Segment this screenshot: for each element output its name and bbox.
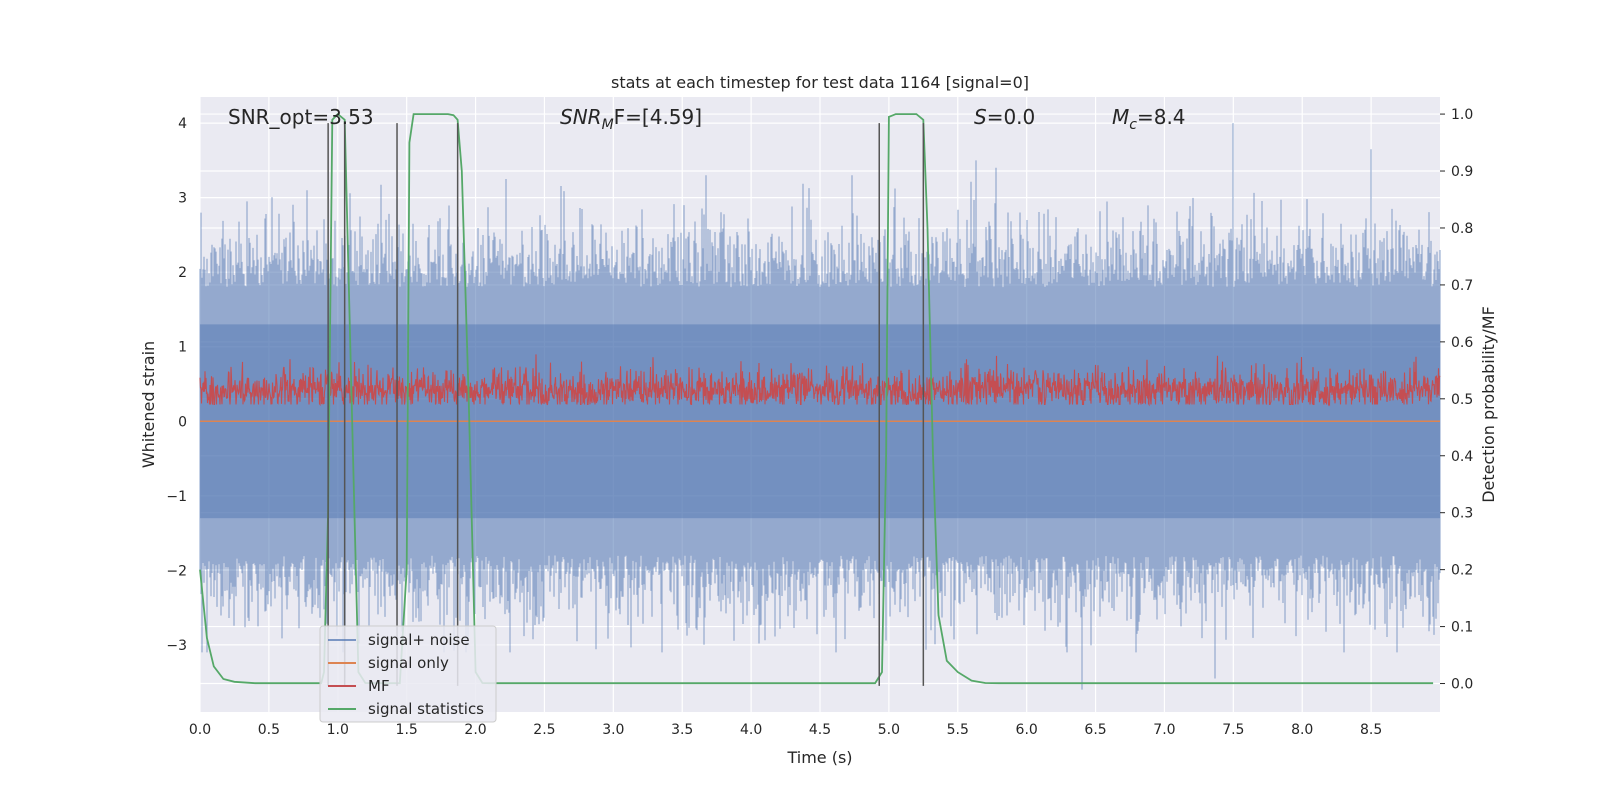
y-tick-label: 0 [178,414,187,430]
x-tick-label: 6.0 [1016,722,1038,738]
x-tick-label: 4.0 [740,722,762,738]
x-tick-label: 8.0 [1291,722,1313,738]
y-tick-label: 4 [178,116,187,132]
mc-annotation: Mc=8.4 [1112,105,1186,133]
s-symbol: S [974,105,987,129]
axis-ticks: 0.0 0.5 1.0 1.5 2.0 2.5 3.0 3.5 4.0 4.5 5.0 5.5 6.0 6… [166,107,1473,738]
y-right-tick-label: 0.3 [1451,506,1473,522]
x-tick-label: 5.0 [878,722,900,738]
snr-opt-annotation: SNR_opt=3.53 [228,105,374,129]
y-right-tick-label: 0.5 [1451,392,1473,408]
x-tick-label: 5.5 [947,722,969,738]
mf-series [199,354,1441,407]
y-right-tick-label: 0.6 [1451,335,1473,351]
x-tick-label: 3.5 [671,722,693,738]
x-tick-label: 7.5 [1222,722,1244,738]
s-value: =0.0 [987,105,1036,129]
legend-label: signal only [368,654,449,672]
y-tick-label: 2 [178,265,187,281]
mf-line [199,354,1441,407]
chart-title: stats at each timestep for test data 116… [611,73,1029,92]
x-tick-label: 7.0 [1153,722,1175,738]
mc-value: =8.4 [1137,105,1186,129]
legend-label: signal statistics [368,700,484,718]
x-tick-label: 0.5 [258,722,280,738]
y-right-tick-label: 0.2 [1451,563,1473,579]
snr-mf-annotation: SNRMF=[4.59] [560,105,702,133]
mc-subscript: c [1129,117,1137,133]
x-axis-label: Time (s) [786,748,852,767]
x-tick-label: 1.0 [327,722,349,738]
snr-mf-subscript: M [602,117,614,133]
x-tick-label: 3.0 [602,722,624,738]
x-tick-label: 6.5 [1084,722,1106,738]
y-tick-label: −1 [166,489,187,505]
x-tick-label: 2.0 [464,722,486,738]
legend-label: signal+ noise [368,631,470,649]
x-tick-label: 0.0 [189,722,211,738]
y-tick-label: −3 [166,638,187,654]
y-axis-right-label: Detection probability/MF [1479,306,1498,503]
legend: signal+ noise signal only MF signal statist… [319,625,497,723]
snr-mf-symbol: SNR [560,105,602,129]
y-right-tick-label: 1.0 [1451,107,1473,123]
y-tick-label: 1 [178,340,187,356]
snr-mf-value: F=[4.59] [614,105,702,129]
y-right-tick-label: 0.7 [1451,278,1473,294]
x-tick-label: 2.5 [533,722,555,738]
y-right-tick-label: 0.4 [1451,449,1473,465]
y-right-tick-label: 0.8 [1451,221,1473,237]
y-right-tick-label: 0.1 [1451,620,1473,636]
vertical-markers [327,123,925,686]
x-tick-label: 8.5 [1360,722,1382,738]
legend-label: MF [368,677,390,695]
y-right-tick-label: 0.9 [1451,164,1473,180]
y-right-tick-label: 0.0 [1451,677,1473,693]
mc-symbol: M [1112,105,1129,129]
x-tick-label: 1.5 [396,722,418,738]
s-annotation: S=0.0 [974,105,1035,129]
y-axis-label: Whitened strain [139,341,158,468]
x-tick-label: 4.5 [809,722,831,738]
y-tick-label: 3 [178,191,187,207]
legend-box [319,625,497,723]
y-tick-label: −2 [166,563,187,579]
